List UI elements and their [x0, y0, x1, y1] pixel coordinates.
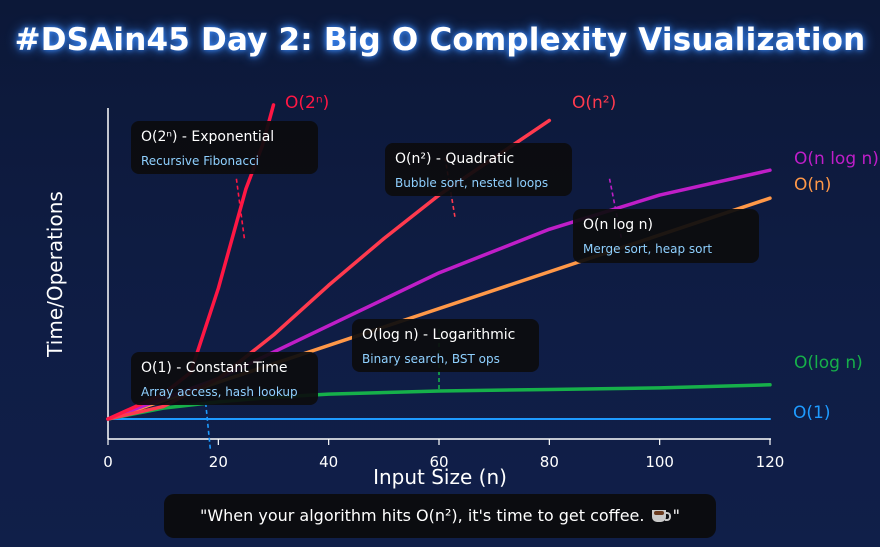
series-label-1: O(log n): [794, 353, 863, 373]
x-tick-label: 100: [645, 453, 674, 471]
callout-title: O(n log n): [583, 217, 653, 233]
x-ticks: 0 20 40 60 80 100 120: [103, 439, 784, 471]
y-axis-label: Time/Operations: [43, 191, 67, 358]
callout-subtitle: Binary search, BST ops: [362, 352, 500, 366]
callout-2: O(n log n) Merge sort, heap sort: [573, 209, 759, 263]
callout-title: O(2ⁿ) - Exponential: [141, 129, 275, 145]
x-tick-label: 20: [209, 453, 228, 471]
callout-title: O(n²) - Quadratic: [395, 151, 515, 167]
callout-1: O(n²) - Quadratic Bubble sort, nested loo…: [385, 143, 572, 196]
x-tick-label: 0: [103, 453, 113, 471]
callout-0: O(2ⁿ) - Exponential Recursive Fibonacci: [131, 121, 318, 174]
x-tick-label: 80: [540, 453, 559, 471]
callout-subtitle: Recursive Fibonacci: [141, 154, 260, 168]
series-label-3: O(n log n): [794, 149, 879, 169]
x-tick-label: 120: [756, 453, 785, 471]
series-label-2: O(n): [794, 175, 831, 195]
x-tick-label: 60: [429, 453, 448, 471]
callout-subtitle: Merge sort, heap sort: [583, 242, 713, 256]
coffee-cup-icon: [651, 510, 671, 522]
series-label-5: O(2ⁿ): [285, 93, 329, 113]
callout-title: O(log n) - Logarithmic: [362, 327, 516, 343]
series-label-0: O(1): [793, 403, 830, 423]
series-end-labels: O(1) O(log n) O(n) O(n log n) O(n²) O(2ⁿ): [285, 93, 879, 423]
quote-end: ": [672, 506, 681, 525]
callout-marker-0: [235, 178, 246, 239]
chart-title: #DSAin45 Day 2: Big O Complexity Visuali…: [14, 22, 866, 58]
x-tick-label: 40: [319, 453, 338, 471]
callout-subtitle: Array access, hash lookup: [141, 385, 298, 399]
series-line-1: [106, 383, 772, 421]
callout-markers: [203, 157, 623, 450]
callout-subtitle: Bubble sort, nested loops: [395, 176, 549, 190]
callout-3: O(log n) - Logarithmic Binary search, BST…: [352, 319, 539, 372]
x-axis-label: Input Size (n): [373, 465, 507, 489]
callout-title: O(1) - Constant Time: [141, 360, 288, 376]
series-label-4: O(n²): [572, 93, 616, 113]
quote-text: "When your algorithm hits O(n²), it's ti…: [199, 506, 645, 525]
coffee-quote: "When your algorithm hits O(n²), it's ti…: [164, 494, 716, 538]
callout-4: O(1) - Constant Time Array access, hash l…: [131, 352, 318, 405]
